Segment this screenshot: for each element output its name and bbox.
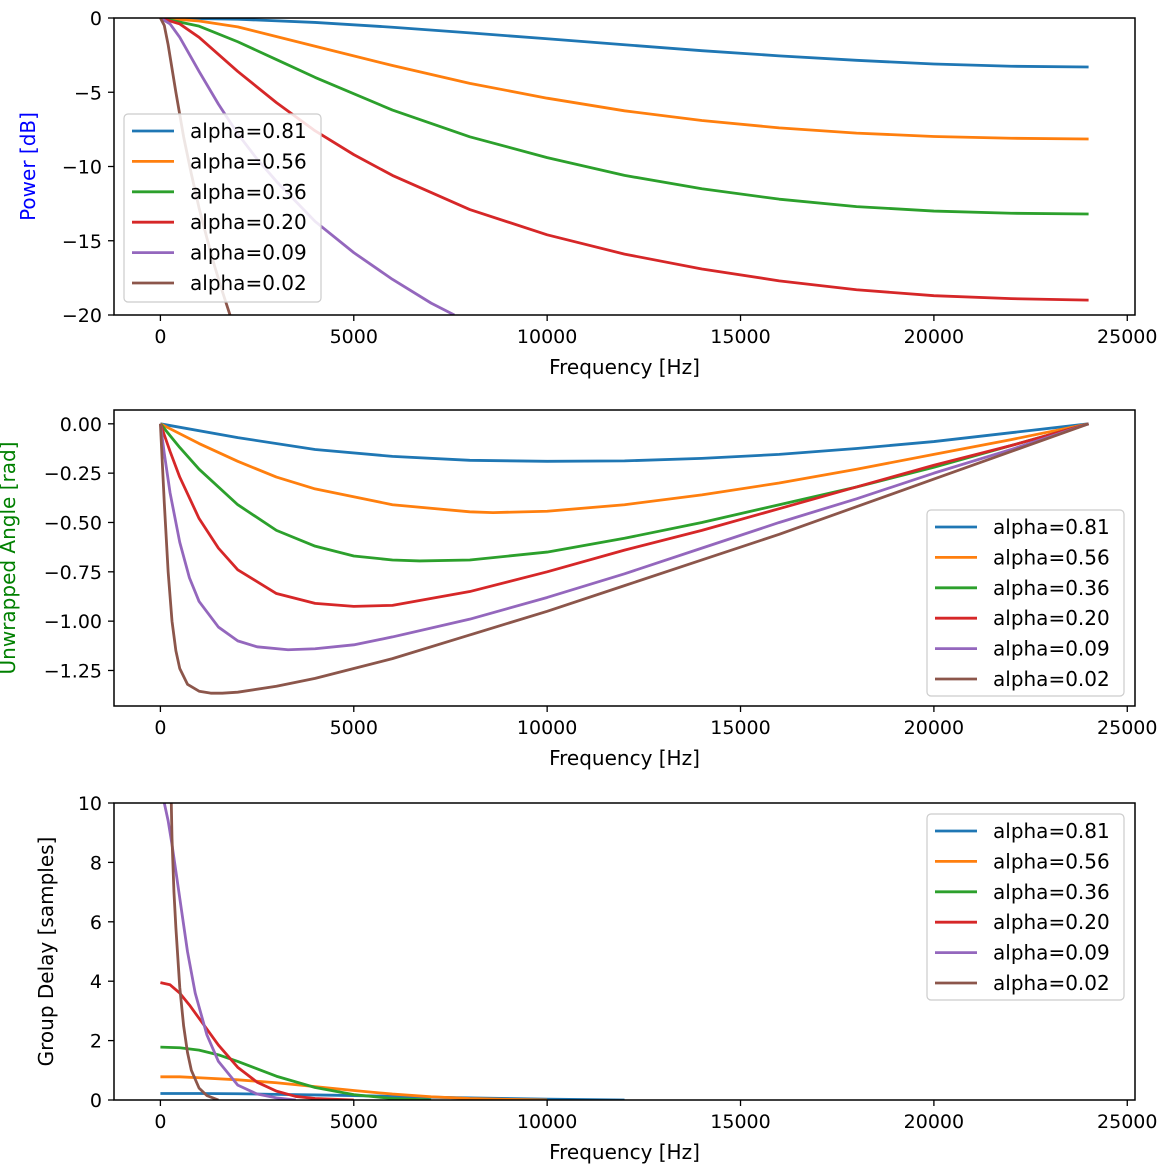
y-tick-label: 10: [78, 793, 102, 815]
series-line-alpha=0.81: [160, 422, 1089, 463]
legend-label: alpha=0.02: [190, 271, 307, 295]
subplot-3: 0 5000 10000 15000 20000 25000 0 2 4 6 8 10 Frequenc…: [34, 793, 1157, 1164]
subplot-1: 0 5000 10000 15000 20000 25000 0 −5 −10 −15 −20 Fre…: [16, 8, 1157, 379]
y-tick-label: −0.75: [44, 562, 102, 584]
subplot-2: 0 5000 10000 15000 20000 25000 0.00 −0.25 −0.50 −…: [0, 409, 1157, 770]
x-tick-label: 10000: [517, 326, 577, 348]
y-axis-label: Group Delay [samples]: [34, 837, 58, 1067]
legend-label: alpha=0.09: [190, 241, 307, 265]
series-line-alpha=0.56: [159, 422, 1089, 515]
axes-frame: [113, 802, 1136, 1101]
y-tick-label: 4: [90, 971, 102, 993]
x-tick-label: 25000: [1097, 1111, 1157, 1133]
y-tick-label: −20: [62, 305, 102, 327]
legend-label: alpha=0.81: [993, 515, 1110, 539]
y-tick-label: −5: [74, 82, 102, 104]
y-tick-label: −10: [62, 157, 102, 179]
x-tick-label: 15000: [710, 326, 770, 348]
axes-frame: [113, 409, 1136, 707]
x-tick-label: 15000: [710, 1111, 770, 1133]
legend-label: alpha=0.36: [993, 576, 1110, 600]
y-tick-label: 0: [90, 8, 102, 30]
legend-label: alpha=0.02: [993, 971, 1110, 995]
series-line-alpha=0.36: [160, 18, 1089, 216]
y-tick-label: 6: [90, 912, 102, 934]
x-tick-label: 20000: [904, 1111, 964, 1133]
legend-label: alpha=0.36: [190, 180, 307, 204]
x-tick-label: 0: [154, 717, 166, 739]
x-tick-label: 25000: [1097, 326, 1157, 348]
series-line-alpha=0.02: [169, 803, 219, 1100]
y-tick-label: 0.00: [60, 414, 102, 436]
series-line-alpha=0.20: [160, 981, 354, 1100]
x-tick-label: 25000: [1097, 717, 1157, 739]
x-tick-label: 20000: [904, 717, 964, 739]
x-tick-label: 20000: [904, 326, 964, 348]
x-tick-label: 0: [154, 326, 166, 348]
legend-label: alpha=0.09: [993, 637, 1110, 661]
y-tick-label: 0: [90, 1090, 102, 1112]
legend: alpha=0.81 alpha=0.56 alpha=0.36 alpha=0.20…: [123, 113, 322, 303]
y-tick-label: 2: [90, 1031, 102, 1053]
y-tick-label: −15: [62, 231, 102, 253]
series-line-alpha=0.36: [160, 1045, 432, 1100]
series-line-alpha=0.09: [162, 803, 296, 1100]
x-tick-label: 5000: [330, 717, 378, 739]
series-line-alpha=0.09: [159, 422, 1090, 652]
series-group: [159, 422, 1090, 695]
legend-label: alpha=0.81: [993, 819, 1110, 843]
x-tick-label: 15000: [710, 717, 770, 739]
legend-label: alpha=0.20: [993, 606, 1110, 630]
y-tick-label: −0.50: [44, 512, 102, 534]
legend-label: alpha=0.81: [190, 119, 307, 143]
x-axis-label: Frequency [Hz]: [549, 355, 700, 379]
x-tick-label: 5000: [330, 1111, 378, 1133]
x-tick-label: 10000: [517, 717, 577, 739]
x-tick-label: 0: [154, 1111, 166, 1133]
series-line-alpha=0.02: [159, 422, 1090, 695]
y-axis-label: Unwrapped Angle [rad]: [0, 442, 20, 675]
x-axis-label: Frequency [Hz]: [549, 1140, 700, 1164]
legend-label: alpha=0.20: [190, 210, 307, 234]
legend-label: alpha=0.56: [190, 149, 307, 173]
y-tick-label: −1.25: [44, 660, 102, 682]
x-axis-label: Frequency [Hz]: [549, 746, 700, 770]
legend-label: alpha=0.02: [993, 667, 1110, 691]
series-line-alpha=0.20: [159, 422, 1089, 608]
legend-label: alpha=0.36: [993, 880, 1110, 904]
series-group: [160, 803, 625, 1100]
legend: alpha=0.81 alpha=0.56 alpha=0.36 alpha=0.20…: [926, 813, 1125, 1001]
y-tick-label: 8: [90, 852, 102, 874]
y-tick-label: −0.25: [44, 463, 102, 485]
legend-label: alpha=0.56: [993, 545, 1110, 569]
legend-label: alpha=0.20: [993, 910, 1110, 934]
x-tick-label: 10000: [517, 1111, 577, 1133]
y-tick-label: −1.00: [44, 611, 102, 633]
legend-label: alpha=0.09: [993, 941, 1110, 965]
series-line-alpha=0.20: [159, 18, 1089, 302]
series-line-alpha=0.56: [160, 18, 1089, 141]
x-tick-label: 5000: [330, 326, 378, 348]
y-axis-label: Power [dB]: [16, 112, 40, 221]
series-line-alpha=0.81: [160, 18, 1089, 69]
legend-label: alpha=0.56: [993, 849, 1110, 873]
legend: alpha=0.81 alpha=0.56 alpha=0.36 alpha=0.20…: [926, 509, 1125, 697]
